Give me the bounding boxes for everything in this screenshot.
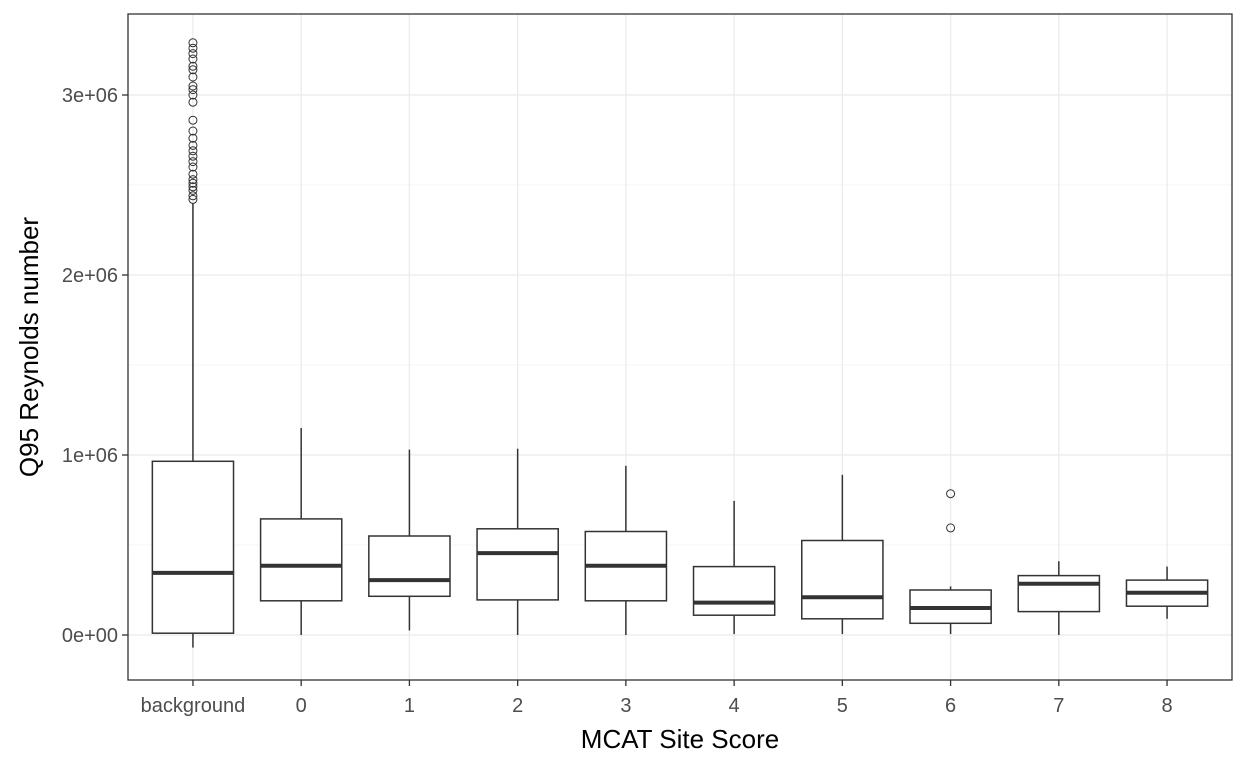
y-tick-label: 0e+00: [62, 625, 118, 647]
box-iqr: [1017, 574, 1101, 613]
axes-layer: 0e+00 1e+06 2e+06 3e+06 background 0 1 2 3 4 5 6 7 8: [62, 85, 1173, 717]
outlier-point: [188, 97, 198, 107]
box-1: [368, 449, 451, 631]
outlier-point: [188, 43, 198, 53]
outlier-point: [188, 115, 198, 125]
outlier-point: [188, 65, 198, 75]
box-iqr: [368, 535, 451, 598]
box-7: [1017, 561, 1101, 635]
x-tick-label: 3: [620, 695, 631, 717]
box-iqr: [801, 539, 884, 620]
outlier-point: [188, 72, 198, 82]
outlier-point: [188, 54, 198, 64]
box-2: [476, 448, 559, 635]
box-3: [584, 465, 668, 635]
box-background: [151, 38, 235, 648]
outlier-point: [188, 133, 198, 143]
outlier-point: [188, 81, 198, 91]
x-tick-label: 6: [945, 695, 956, 717]
outlier-point: [188, 85, 198, 95]
box-8: [1125, 566, 1209, 619]
x-tick-label: 7: [1053, 695, 1064, 717]
outlier-point: [188, 90, 198, 100]
x-tick-label: 4: [729, 695, 740, 717]
outlier-point: [946, 523, 956, 533]
box-6: [909, 489, 992, 635]
box-0: [259, 428, 343, 635]
outlier-point: [188, 182, 198, 192]
outlier-point: [188, 185, 198, 195]
box-iqr: [259, 518, 343, 602]
outlier-point: [188, 49, 198, 59]
panel-border: [127, 13, 1233, 681]
outlier-point: [188, 194, 198, 204]
x-tick-label: 2: [512, 695, 523, 717]
x-tick-label: 8: [1161, 695, 1172, 717]
outlier-point: [188, 169, 198, 179]
outlier-point: [188, 157, 198, 167]
outlier-point: [188, 140, 198, 150]
boxes-layer: [151, 38, 1209, 648]
x-tick-label: background: [141, 695, 246, 717]
outlier-point: [188, 191, 198, 201]
x-axis-title: MCAT Site Score: [581, 724, 779, 754]
box-4: [692, 500, 776, 635]
y-tick-label: 2e+06: [62, 265, 118, 287]
outlier-point: [188, 151, 198, 161]
y-tick-label: 3e+06: [62, 85, 118, 107]
box-iqr: [151, 460, 235, 634]
y-axis-title: Q95 Reynolds number: [14, 217, 44, 477]
box-5: [801, 474, 884, 635]
y-tick-label: 1e+06: [62, 445, 118, 467]
outlier-point: [188, 38, 198, 48]
outlier-point: [946, 489, 956, 499]
outlier-point: [188, 61, 198, 71]
outlier-point: [188, 178, 198, 188]
outlier-point: [188, 175, 198, 185]
outlier-point: [188, 126, 198, 136]
box-iqr: [476, 528, 559, 601]
x-tick-label: 1: [404, 695, 415, 717]
box-iqr: [692, 565, 776, 616]
x-tick-label: 0: [296, 695, 307, 717]
outlier-point: [188, 162, 198, 172]
x-tick-label: 5: [837, 695, 848, 717]
outlier-point: [188, 146, 198, 156]
